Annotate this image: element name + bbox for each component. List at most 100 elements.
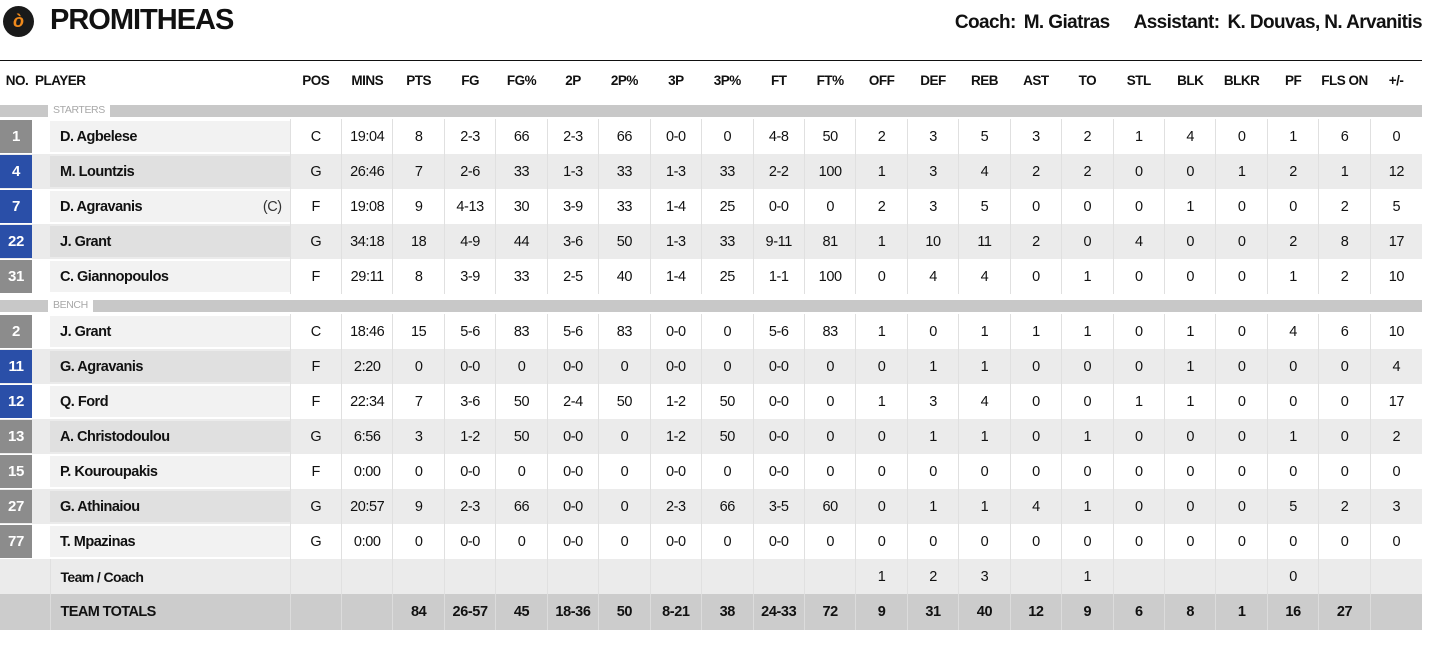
stat-blkr bbox=[1215, 559, 1268, 594]
stat-stl: 1 bbox=[1112, 384, 1165, 419]
stat-3p: 1-3 bbox=[649, 224, 702, 259]
stat-plus-minus: 2 bbox=[1369, 419, 1422, 454]
stat-pos: G bbox=[289, 419, 342, 454]
stat-pf: 16 bbox=[1266, 594, 1319, 630]
stat-plus-minus: 5 bbox=[1369, 189, 1422, 224]
column-header-stl[interactable]: STL bbox=[1126, 72, 1152, 88]
column-header-no[interactable]: NO. bbox=[5, 72, 29, 88]
column-header-ft-pct[interactable]: FT% bbox=[816, 72, 845, 88]
stat-off: 0 bbox=[855, 349, 908, 384]
column-header-3p[interactable]: 3P bbox=[668, 72, 684, 88]
stat-3p: 2-3 bbox=[649, 489, 702, 524]
coach-name: M. Giatras bbox=[1023, 12, 1110, 33]
column-header-2p[interactable]: 2P bbox=[565, 72, 581, 88]
stat-2p-pct: 0 bbox=[598, 524, 651, 559]
player-name[interactable]: D. Agbelese bbox=[60, 128, 137, 145]
stat-2p: 0-0 bbox=[546, 454, 599, 489]
team-coach-label: Team / Coach bbox=[49, 559, 291, 594]
column-header-blkr[interactable]: BLKR bbox=[1223, 72, 1260, 88]
stat-to: 1 bbox=[1061, 314, 1114, 349]
player-row[interactable]: 2 J. Grant C 18:46 15 5-6 83 5-6 83 0-0 0 5-6 83 1 0 1 1… bbox=[0, 314, 1422, 349]
stat-mins: 0:00 bbox=[340, 524, 393, 559]
column-header-ast[interactable]: AST bbox=[1023, 72, 1049, 88]
stat-pf: 5 bbox=[1266, 489, 1319, 524]
stat-ast: 3 bbox=[1009, 119, 1062, 154]
player-row[interactable]: 15 P. Kouroupakis F 0:00 0 0-0 0 0-0 0 0-0 0 0-0 0 0 0… bbox=[0, 454, 1422, 489]
player-name[interactable]: D. Agravanis bbox=[60, 198, 143, 215]
column-header-2p-pct[interactable]: 2P% bbox=[610, 72, 639, 88]
stat-ast: 4 bbox=[1009, 489, 1062, 524]
stat-3p-pct: 50 bbox=[701, 419, 753, 454]
column-header-plus-minus[interactable]: +/- bbox=[1388, 72, 1404, 88]
jersey-number: 4 bbox=[0, 155, 32, 188]
stat-fg-pct: 0 bbox=[495, 349, 548, 384]
player-name[interactable]: G. Agravanis bbox=[60, 358, 143, 375]
player-name[interactable]: M. Lountzis bbox=[60, 163, 135, 180]
team-totals-label: TEAM TOTALS bbox=[49, 594, 291, 630]
player-row[interactable]: 13 A. Christodoulou G 6:56 3 1-2 50 0-0 0 1-2 50 0-… bbox=[0, 419, 1422, 454]
column-header-player[interactable]: PLAYER bbox=[35, 72, 86, 88]
jersey-number-cell: 1 bbox=[0, 119, 34, 154]
player-row[interactable]: 11 G. Agravanis F 2:20 0 0-0 0 0-0 0 0-0 0 0-0 0 0 1 1 0… bbox=[0, 349, 1422, 384]
stat-blkr: 0 bbox=[1215, 314, 1268, 349]
spacer bbox=[34, 119, 50, 154]
column-header-fg[interactable]: FG bbox=[461, 72, 479, 88]
stat-stl: 0 bbox=[1112, 259, 1165, 294]
player-name[interactable]: C. Giannopoulos bbox=[60, 268, 169, 285]
player-row[interactable]: 77 T. Mpazinas G 0:00 0 0-0 0 0-0 0 0-0 0 0-0 0 0 0 0 0 0… bbox=[0, 524, 1422, 559]
stat-reb: 5 bbox=[958, 189, 1011, 224]
column-header-def[interactable]: DEF bbox=[920, 72, 946, 88]
stat-2p-pct: 0 bbox=[598, 419, 651, 454]
stat-fls-on: 0 bbox=[1318, 384, 1371, 419]
stat-ast: 1 bbox=[1009, 314, 1062, 349]
jersey-number: 77 bbox=[0, 525, 32, 558]
stat-blkr: 0 bbox=[1215, 189, 1268, 224]
stat-fg-pct: 50 bbox=[495, 384, 548, 419]
stat-to: 9 bbox=[1061, 594, 1114, 630]
column-header-pos[interactable]: POS bbox=[302, 72, 330, 88]
stat-to: 0 bbox=[1061, 454, 1114, 489]
player-row[interactable]: 1 D. Agbelese C 19:04 8 2-3 66 2-3 66 0-0 0 4-8 50 2 3… bbox=[0, 119, 1422, 154]
player-name[interactable]: Q. Ford bbox=[60, 393, 109, 410]
player-row[interactable]: 4 M. Lountzis G 26:46 7 2-6 33 1-3 33 1-3 33 2-2 100… bbox=[0, 154, 1422, 189]
column-header-reb[interactable]: REB bbox=[970, 72, 999, 88]
player-name[interactable]: T. Mpazinas bbox=[60, 533, 136, 550]
player-name[interactable]: J. Grant bbox=[60, 323, 111, 340]
column-header-pts[interactable]: PTS bbox=[406, 72, 432, 88]
stat-blkr: 0 bbox=[1215, 454, 1268, 489]
stat-3p-pct: 33 bbox=[701, 154, 753, 189]
jersey-number: 27 bbox=[0, 490, 32, 523]
column-header-mins[interactable]: MINS bbox=[351, 72, 384, 88]
stat-3p-pct: 0 bbox=[701, 314, 753, 349]
column-header-pf[interactable]: PF bbox=[1284, 72, 1302, 88]
column-header-to[interactable]: TO bbox=[1078, 72, 1097, 88]
stat-pts: 8 bbox=[392, 119, 445, 154]
team-name: PROMITHEAS bbox=[50, 4, 234, 36]
player-name[interactable]: P. Kouroupakis bbox=[60, 463, 158, 480]
player-name[interactable]: A. Christodoulou bbox=[60, 428, 170, 445]
section-bar: BENCH bbox=[0, 299, 1422, 312]
stat-fg: 0-0 bbox=[443, 524, 496, 559]
column-header-fg-pct[interactable]: FG% bbox=[506, 72, 537, 88]
player-row[interactable]: 22 J. Grant G 34:18 18 4-9 44 3-6 50 1-3 33 9-11 81 1… bbox=[0, 224, 1422, 259]
column-header-fls-on[interactable]: FLS ON bbox=[1321, 72, 1368, 88]
stat-pf: 2 bbox=[1266, 154, 1319, 189]
player-name[interactable]: J. Grant bbox=[60, 233, 111, 250]
column-header-3p-pct[interactable]: 3P% bbox=[713, 72, 742, 88]
stat-to: 1 bbox=[1061, 419, 1114, 454]
stat-3p-pct: 0 bbox=[701, 524, 753, 559]
stat-pts bbox=[392, 559, 445, 594]
column-header-blk[interactable]: BLK bbox=[1177, 72, 1204, 88]
stat-to: 1 bbox=[1061, 489, 1114, 524]
player-row[interactable]: 31 C. Giannopoulos F 29:11 8 3-9 33 2-5 40 1-4 25 1… bbox=[0, 259, 1422, 294]
stat-ast: 0 bbox=[1009, 524, 1062, 559]
column-header-off[interactable]: OFF bbox=[868, 72, 895, 88]
player-row[interactable]: 12 Q. Ford F 22:34 7 3-6 50 2-4 50 1-2 50 0-0 0 1 3 4 0 0… bbox=[0, 384, 1422, 419]
player-row[interactable]: 27 G. Athinaiou G 20:57 9 2-3 66 0-0 0 2-3 66 3-5 60… bbox=[0, 489, 1422, 524]
stat-ft-pct: 81 bbox=[803, 224, 856, 259]
player-name[interactable]: G. Athinaiou bbox=[60, 498, 140, 515]
stat-ft-pct: 100 bbox=[803, 259, 856, 294]
player-row[interactable]: 7 D. Agravanis (C) F 19:08 9 4-13 30 3-9 33 1-4 25 0… bbox=[0, 189, 1422, 224]
jersey-number: 31 bbox=[0, 260, 32, 293]
column-header-ft[interactable]: FT bbox=[770, 72, 787, 88]
